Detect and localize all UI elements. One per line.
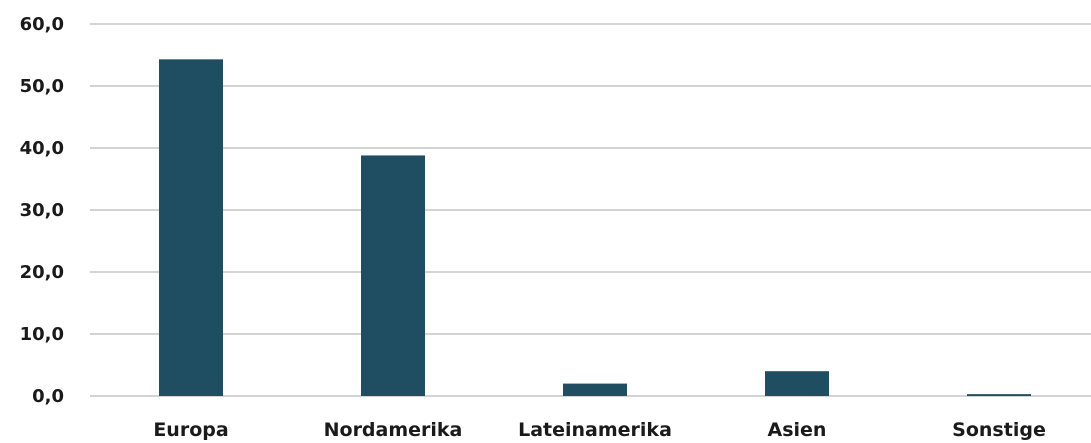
y-axis-tick-labels: 0,0 10,0 20,0 30,0 40,0 50,0 60,0 <box>20 14 64 407</box>
y-tick-label: 50,0 <box>20 76 64 97</box>
bar-asien <box>765 371 829 396</box>
category-label-lateinamerika: Lateinamerika <box>518 419 672 441</box>
y-tick-label: 30,0 <box>20 200 64 221</box>
y-tick-label: 10,0 <box>20 324 64 345</box>
category-label-nordamerika: Nordamerika <box>324 419 463 441</box>
bar-europa <box>159 59 223 397</box>
category-label-sonstige: Sonstige <box>952 419 1046 441</box>
x-axis-category-labels: Europa Nordamerika Lateinamerika Asien Sonst… <box>153 419 1046 441</box>
y-tick-label: 40,0 <box>20 138 64 159</box>
bar-lateinamerika <box>563 383 627 396</box>
bar-sonstige <box>967 394 1031 396</box>
category-label-asien: Asien <box>768 419 827 441</box>
bar-nordamerika <box>361 155 425 396</box>
bars <box>159 59 1031 397</box>
y-tick-label: 20,0 <box>20 262 64 283</box>
y-tick-label: 60,0 <box>20 14 64 35</box>
category-label-europa: Europa <box>153 419 228 441</box>
gridlines <box>90 23 1091 397</box>
y-tick-label: 0,0 <box>32 386 64 407</box>
